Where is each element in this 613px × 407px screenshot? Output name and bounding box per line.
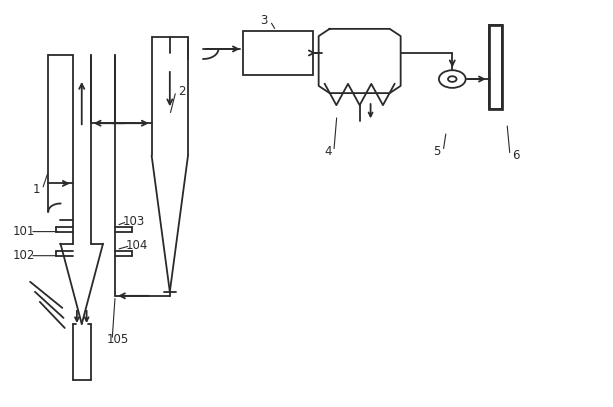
Bar: [243, 31, 313, 75]
Text: 3: 3: [261, 14, 268, 27]
Text: 103: 103: [122, 215, 145, 228]
Text: 102: 102: [13, 249, 35, 262]
Bar: [489, 25, 502, 109]
Bar: [489, 25, 502, 109]
Text: 4: 4: [324, 145, 332, 158]
Text: 2: 2: [178, 85, 186, 98]
Text: 1: 1: [32, 183, 40, 196]
Text: 6: 6: [512, 149, 520, 162]
Text: 105: 105: [107, 333, 129, 346]
Text: 5: 5: [433, 145, 441, 158]
Text: 101: 101: [13, 225, 35, 238]
Text: 104: 104: [125, 239, 148, 252]
